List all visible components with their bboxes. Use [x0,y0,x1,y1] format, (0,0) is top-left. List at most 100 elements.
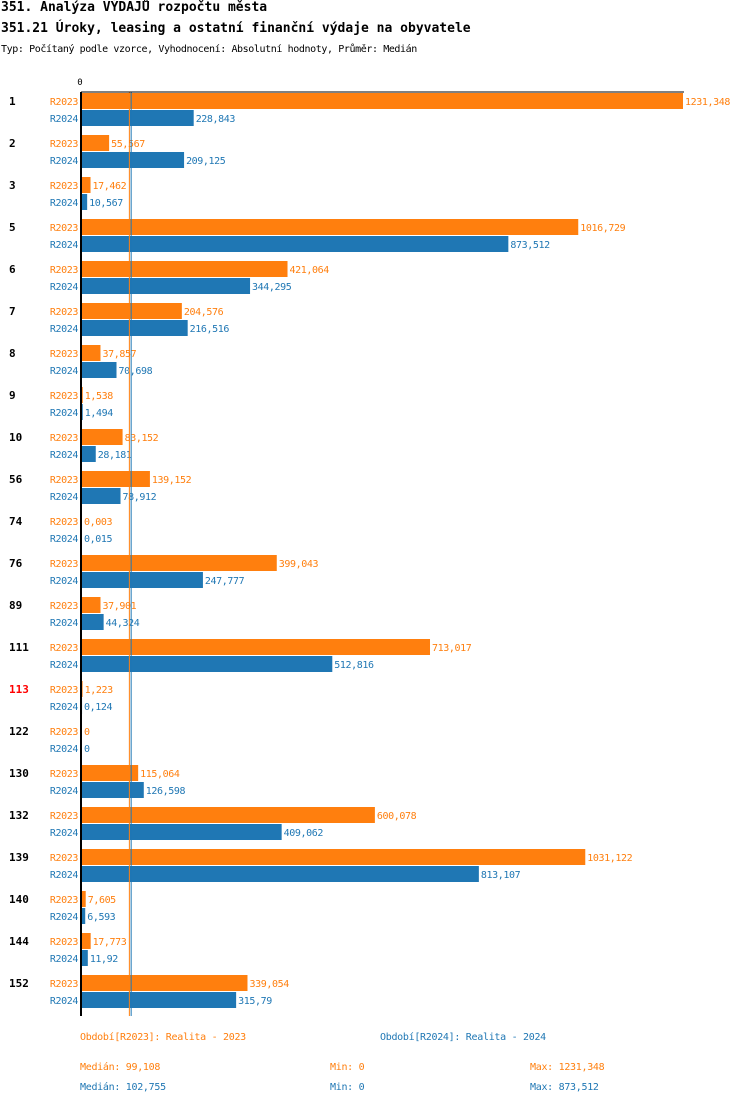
bar-r2024 [82,908,86,924]
value-label-r2023: 399,043 [279,559,319,570]
series-label-r2023: R2023 [50,937,78,948]
value-label-r2024: 315,79 [238,996,272,1007]
value-label-r2023: 37,901 [102,601,136,612]
value-label-r2023: 0,003 [84,517,112,528]
series-label-r2023: R2023 [50,601,78,612]
bar-r2023 [82,303,182,319]
bar-r2023 [82,807,375,823]
value-label-r2024: 0,015 [84,534,112,545]
value-label-r2024: 11,92 [90,954,118,965]
bar-r2023 [82,135,110,151]
value-label-r2024: 0,124 [84,702,112,713]
bar-r2023 [82,681,83,697]
category-label: 74 [9,515,23,528]
series-label-r2023: R2023 [50,517,78,528]
bar-r2024 [82,782,144,798]
value-label-r2023: 0 [84,727,90,738]
value-label-r2024: 1,494 [85,408,113,419]
value-label-r2023: 339,054 [249,979,289,990]
value-label-r2024: 28,181 [98,450,132,461]
bar-r2024 [82,194,88,210]
series-label-r2024: R2024 [50,786,78,797]
bar-r2023 [82,93,683,109]
series-label-r2024: R2024 [50,240,78,251]
bar-r2023 [82,387,83,403]
series-label-r2024: R2024 [50,156,78,167]
category-label: 130 [9,767,29,780]
category-label: 9 [9,389,16,402]
bar-r2024 [82,320,188,336]
series-label-r2023: R2023 [50,223,78,234]
series-label-r2023: R2023 [50,895,78,906]
series-label-r2024: R2024 [50,324,78,335]
value-label-r2023: 1016,729 [580,223,625,234]
series-label-r2024: R2024 [50,114,78,125]
category-label: 132 [9,809,29,822]
bar-r2024 [82,656,333,672]
series-label-r2024: R2024 [50,828,78,839]
series-label-r2024: R2024 [50,912,78,923]
value-label-r2023: 55,567 [111,139,145,150]
series-label-r2023: R2023 [50,97,78,108]
category-label: 144 [9,935,29,948]
series-label-r2023: R2023 [50,433,78,444]
value-label-r2023: 421,064 [290,265,330,276]
series-label-r2023: R2023 [50,391,78,402]
bar-r2024 [82,992,237,1008]
bar-r2024 [82,152,185,168]
bar-r2023 [82,471,150,487]
series-label-r2024: R2024 [50,660,78,671]
category-label: 5 [9,221,16,234]
legend-period-r2023: Období[R2023]: Realita - 2023 [80,1032,246,1043]
value-label-r2023: 1031,122 [587,853,632,864]
bar-r2024 [82,866,479,882]
category-label: 7 [9,305,16,318]
category-label: 152 [9,977,29,990]
series-label-r2023: R2023 [50,769,78,780]
bar-r2024 [82,110,194,126]
category-label: 2 [9,137,16,150]
category-label: 1 [9,95,16,108]
stat-max-r2024: Max: 873,512 [530,1082,599,1093]
series-label-r2024: R2024 [50,492,78,503]
series-label-r2024: R2024 [50,744,78,755]
series-label-r2023: R2023 [50,979,78,990]
value-label-r2023: 37,857 [102,349,136,360]
value-label-r2024: 247,777 [205,576,245,587]
bar-r2024 [82,488,121,504]
value-label-r2024: 228,843 [196,114,236,125]
series-label-r2023: R2023 [50,475,78,486]
stat-max-r2023: Max: 1231,348 [530,1062,605,1073]
series-label-r2024: R2024 [50,534,78,545]
bar-r2023 [82,639,431,655]
value-label-r2024: 813,107 [481,870,521,881]
series-label-r2023: R2023 [50,853,78,864]
x-tick-label-0: 0 [77,78,82,88]
category-label: 140 [9,893,29,906]
series-label-r2023: R2023 [50,265,78,276]
bar-r2023 [82,177,91,193]
category-label: 6 [9,263,16,276]
series-label-r2023: R2023 [50,685,78,696]
value-label-r2023: 115,064 [140,769,180,780]
series-label-r2024: R2024 [50,282,78,293]
stat-median-r2023: Medián: 99,108 [80,1062,161,1073]
series-label-r2024: R2024 [50,366,78,377]
page-title: 351. Analýza VÝDAJŮ rozpočtu města [1,0,268,15]
bar-r2023 [82,429,123,445]
value-label-r2024: 6,593 [87,912,115,923]
value-label-r2024: 44,324 [106,618,140,629]
chart-info: Typ: Počítaný podle vzorce, Vyhodnocení:… [1,44,417,55]
value-label-r2024: 126,598 [146,786,186,797]
bar-r2023 [82,975,248,991]
value-label-r2024: 10,567 [89,198,123,209]
series-label-r2023: R2023 [50,139,78,150]
series-label-r2024: R2024 [50,618,78,629]
bar-r2023 [82,345,101,361]
category-label: 111 [9,641,29,654]
value-label-r2024: 344,295 [252,282,292,293]
bar-r2023 [82,219,579,235]
stat-min-r2023: Min: 0 [330,1062,365,1073]
series-label-r2023: R2023 [50,727,78,738]
value-label-r2024: 0 [84,744,90,755]
